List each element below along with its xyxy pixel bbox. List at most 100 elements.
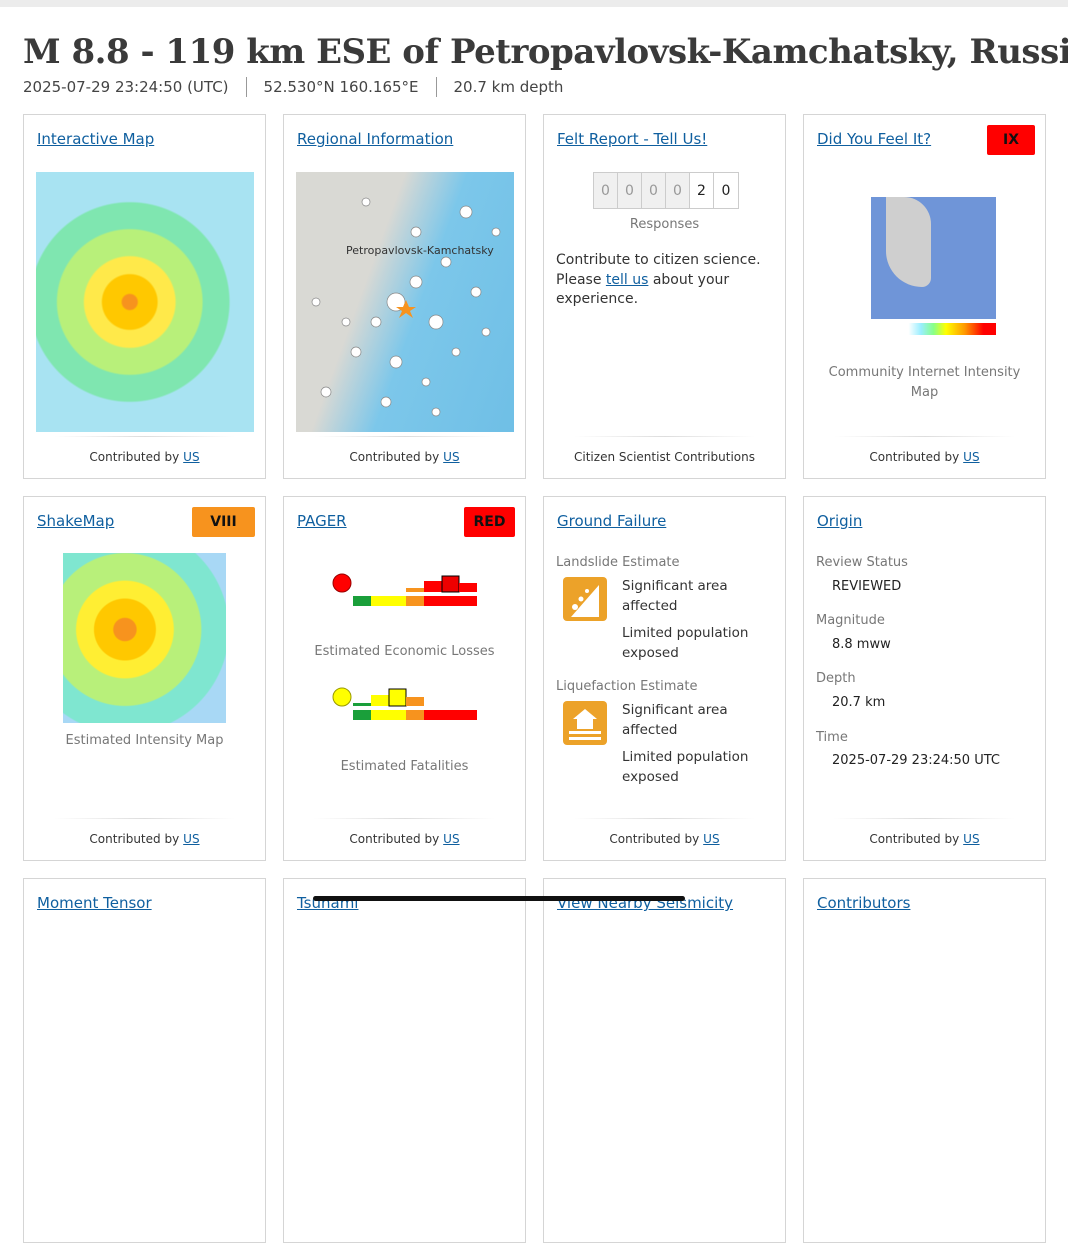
dyfi-intensity-badge: IX <box>987 125 1035 155</box>
dyfi-map-legend <box>871 323 996 335</box>
card-footer: Citizen Scientist Contributions <box>544 436 785 478</box>
felt-text: Contribute to citizen science. Please <box>556 252 761 288</box>
counter-digit: 0 <box>666 173 690 208</box>
origin-link[interactable]: Origin <box>817 512 863 530</box>
counter-digit: 0 <box>642 173 666 208</box>
map-city-label: Petropavlovsk-Kamchatsky <box>346 244 494 257</box>
magnitude-value: 8.8 mww <box>832 637 891 652</box>
home-indicator-bar[interactable] <box>313 896 685 901</box>
divider <box>435 77 437 97</box>
contributor-link[interactable]: US <box>183 450 200 464</box>
responses-label: Responses <box>629 217 700 232</box>
contributor-link[interactable]: US <box>443 832 460 846</box>
shakemap-image[interactable] <box>63 553 226 723</box>
contributed-by-label: Contributed by <box>89 450 180 464</box>
event-time: 2025-07-29 23:24:50 (UTC) <box>23 78 229 96</box>
contributed-by-label: Contributed by <box>869 832 960 846</box>
dyfi-map-image[interactable] <box>856 183 1004 343</box>
card-footer: Contributed by US <box>24 818 265 860</box>
interactive-map-link[interactable]: Interactive Map <box>37 130 155 148</box>
card-pager: PAGER RED Estimated Economic Losses Esti… <box>283 496 526 861</box>
contributed-by-label: Contributed by <box>869 450 960 464</box>
fatalities-caption: Estimated Fatalities <box>340 759 469 774</box>
shakemap-caption: Estimated Intensity Map <box>65 733 224 748</box>
interactive-map-image[interactable] <box>36 172 254 432</box>
economic-losses-caption: Estimated Economic Losses <box>314 644 495 659</box>
regional-map-image[interactable]: Petropavlovsk-Kamchatsky <box>296 172 514 432</box>
pager-link[interactable]: PAGER <box>297 512 347 530</box>
dyfi-link[interactable]: Did You Feel It? <box>817 130 932 148</box>
counter-digit: 0 <box>618 173 642 208</box>
counter-digit: 0 <box>714 173 738 208</box>
felt-description: Contribute to citizen science. Please te… <box>556 251 775 310</box>
counter-digit: 2 <box>690 173 714 208</box>
contributor-link[interactable]: US <box>183 832 200 846</box>
event-depth: 20.7 km depth <box>453 78 564 96</box>
card-nearby-seismicity: View Nearby Seismicity <box>543 878 786 1243</box>
contributed-by-label: Contributed by <box>349 450 440 464</box>
ground-failure-link[interactable]: Ground Failure <box>557 512 667 530</box>
dyfi-caption: Community Internet Intensity Map <box>828 365 1021 400</box>
card-footer: Contributed by US <box>284 818 525 860</box>
felt-text: about your experience. <box>556 271 730 308</box>
contributor-link[interactable]: US <box>963 832 980 846</box>
shakemap-intensity-badge: VIII <box>192 507 255 537</box>
card-ground-failure: Ground Failure Landslide Estimate Signif… <box>543 496 786 861</box>
landslide-population: Limited population exposed <box>622 625 749 661</box>
card-footer: Contributed by US <box>804 818 1045 860</box>
fatalities-histogram[interactable] <box>332 687 478 743</box>
card-did-you-feel-it: Did You Feel It? IX Community Internet I… <box>803 114 1046 479</box>
felt-report-link[interactable]: Felt Report - Tell Us! <box>557 130 708 148</box>
depth-label: Depth <box>816 671 856 686</box>
contributed-by-label: Contributed by <box>349 832 440 846</box>
epicenter-star-icon <box>396 300 416 318</box>
liquefaction-population: Limited population exposed <box>622 749 749 785</box>
time-label: Time <box>816 730 848 745</box>
contributor-link[interactable]: US <box>443 450 460 464</box>
card-tsunami: Tsunami <box>283 878 526 1243</box>
contributed-by-label: Contributed by <box>89 832 180 846</box>
time-value: 2025-07-29 23:24:50 UTC <box>832 753 1000 768</box>
shakemap-link[interactable]: ShakeMap <box>37 512 115 530</box>
tell-us-link[interactable]: tell us <box>605 271 649 288</box>
seismicity-circles: Petropavlovsk-Kamchatsky <box>311 197 501 417</box>
counter-digit: 0 <box>594 173 618 208</box>
contributor-link[interactable]: US <box>703 832 720 846</box>
card-footer: Contributed by US <box>24 436 265 478</box>
magnitude-label: Magnitude <box>816 613 885 628</box>
contributed-by-label: Contributed by <box>609 832 700 846</box>
page-title: M 8.8 - 119 km ESE of Petropavlovsk-Kamc… <box>23 32 1068 72</box>
contributors-link[interactable]: Contributors <box>817 894 911 912</box>
card-footer: Contributed by US <box>544 818 785 860</box>
browser-top-bar <box>0 0 1068 7</box>
review-status-value: REVIEWED <box>832 579 902 594</box>
card-footer: Contributed by US <box>284 436 525 478</box>
card-regional-information: Regional Information Petropavlovsk-Kamch… <box>283 114 526 479</box>
card-contributors: Contributors <box>803 878 1046 1243</box>
dyfi-map-land <box>886 197 931 287</box>
card-moment-tensor: Moment Tensor <box>23 878 266 1243</box>
regional-information-link[interactable]: Regional Information <box>297 130 454 148</box>
event-meta: 2025-07-29 23:24:50 (UTC) 52.530°N 160.1… <box>23 77 563 97</box>
card-origin: Origin Review Status REVIEWED Magnitude … <box>803 496 1046 861</box>
card-footer: Contributed by US <box>804 436 1045 478</box>
pager-alert-badge: RED <box>464 507 515 537</box>
moment-tensor-link[interactable]: Moment Tensor <box>37 894 152 912</box>
card-shakemap: ShakeMap VIII Estimated Intensity Map Co… <box>23 496 266 861</box>
review-status-label: Review Status <box>816 555 908 570</box>
dyfi-map-ocean <box>871 197 996 319</box>
economic-losses-histogram[interactable] <box>332 573 478 629</box>
event-location: 52.530°N 160.165°E <box>263 78 419 96</box>
liquefaction-area: Significant area affected <box>622 702 728 738</box>
depth-value: 20.7 km <box>832 695 886 710</box>
landslide-area: Significant area affected <box>622 578 728 614</box>
landslide-icon <box>563 577 607 621</box>
landslide-label: Landslide Estimate <box>556 555 680 570</box>
divider <box>245 77 247 97</box>
liquefaction-label: Liquefaction Estimate <box>556 679 698 694</box>
liquefaction-icon <box>563 701 607 745</box>
card-interactive-map: Interactive Map Contributed by US <box>23 114 266 479</box>
contributor-link[interactable]: US <box>963 450 980 464</box>
